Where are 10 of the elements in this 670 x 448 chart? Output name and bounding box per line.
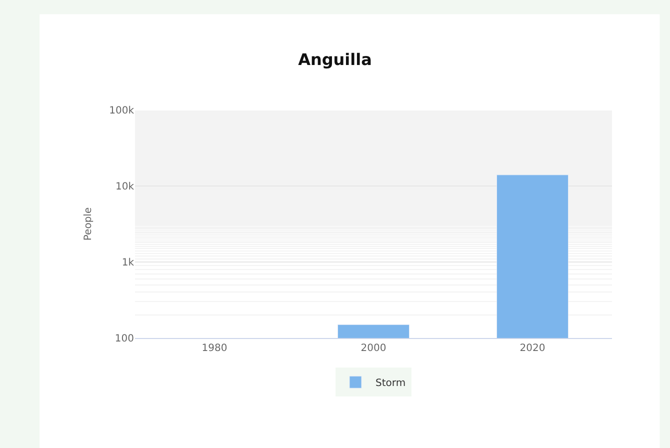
y-axis-title: People — [83, 207, 94, 241]
legend-label: Storm — [376, 378, 406, 390]
y-tick-label: 10k — [115, 182, 134, 192]
chart-title: Anguilla — [298, 50, 372, 69]
y-tick-label: 100 — [114, 334, 134, 344]
x-tick-label: 2020 — [520, 343, 546, 354]
y-tick-label: 1k — [122, 258, 134, 268]
x-tick-label: 1980 — [202, 343, 228, 354]
y-tick-label: 100k — [109, 106, 134, 116]
x-tick-label: 2000 — [360, 343, 386, 354]
